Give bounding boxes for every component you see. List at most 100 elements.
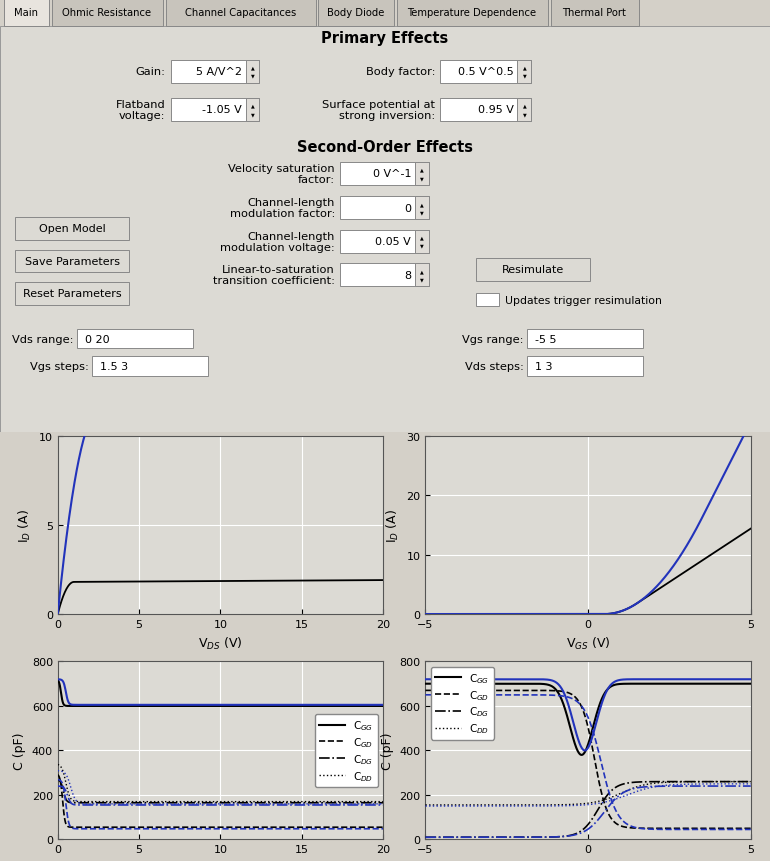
FancyBboxPatch shape (340, 197, 429, 220)
FancyBboxPatch shape (318, 0, 394, 27)
C$_{GG}$ (504, 678, 514, 689)
C$_{DD}$ (246, 796, 255, 807)
C$_{DG}$ (420, 832, 430, 842)
Text: 0 20: 0 20 (85, 334, 109, 344)
C$_{DG}$ (612, 782, 621, 792)
C$_{GG}$ (91, 701, 100, 711)
C$_{DG}$ (271, 797, 280, 808)
Text: 0.05 V: 0.05 V (376, 237, 411, 247)
C$_{GG}$ (746, 678, 755, 689)
Text: ▲: ▲ (420, 269, 424, 274)
FancyBboxPatch shape (77, 330, 192, 349)
C$_{GG}$ (299, 701, 308, 711)
FancyBboxPatch shape (92, 356, 208, 376)
C$_{DG}$ (111, 797, 120, 808)
FancyBboxPatch shape (340, 231, 429, 253)
Text: Linear-to-saturation
transition coefficient:: Linear-to-saturation transition coeffici… (213, 264, 335, 286)
C$_{GD}$ (271, 822, 280, 833)
C$_{GD}$ (420, 685, 430, 696)
X-axis label: V$_{DS}$ (V): V$_{DS}$ (V) (198, 635, 243, 651)
Legend: C$_{GG}$, C$_{GD}$, C$_{DG}$, C$_{DD}$: C$_{GG}$, C$_{GD}$, C$_{DG}$, C$_{DD}$ (430, 667, 494, 740)
C$_{DG}$ (53, 775, 62, 785)
FancyBboxPatch shape (15, 218, 129, 240)
Text: Second-Order Effects: Second-Order Effects (297, 139, 473, 154)
C$_{GD}$ (201, 822, 210, 833)
C$_{DG}$ (112, 797, 122, 808)
C$_{DD}$ (201, 796, 210, 807)
Legend: C$_{GG}$, C$_{GD}$, C$_{DG}$, C$_{DD}$: C$_{GG}$, C$_{GD}$, C$_{DG}$, C$_{DD}$ (315, 714, 378, 787)
C$_{GG}$ (613, 679, 622, 690)
FancyBboxPatch shape (517, 61, 531, 84)
Text: Ohmic Resistance: Ohmic Resistance (62, 9, 152, 18)
C$_{DD}$ (420, 800, 430, 810)
C$_{DG}$ (638, 777, 648, 787)
C$_{DD}$ (379, 796, 387, 807)
FancyBboxPatch shape (340, 163, 429, 185)
FancyBboxPatch shape (517, 99, 531, 121)
FancyBboxPatch shape (246, 99, 259, 121)
Text: Updates trigger resimulation: Updates trigger resimulation (505, 295, 662, 306)
C$_{DG}$ (478, 832, 487, 842)
Text: Thermal Port: Thermal Port (563, 9, 626, 18)
C$_{DG}$ (137, 797, 146, 808)
Y-axis label: I$_D$ (A): I$_D$ (A) (385, 508, 401, 542)
C$_{GD}$ (105, 822, 114, 833)
FancyBboxPatch shape (415, 197, 429, 220)
Text: Velocity saturation
factor:: Velocity saturation factor: (229, 164, 335, 185)
Text: -5 5: -5 5 (535, 334, 557, 344)
C$_{DG}$ (299, 797, 308, 808)
Y-axis label: C (pF): C (pF) (13, 732, 26, 770)
C$_{DG}$ (379, 797, 387, 808)
C$_{GD}$ (504, 685, 514, 696)
Text: Gain:: Gain: (136, 67, 166, 77)
X-axis label: V$_{GS}$ (V): V$_{GS}$ (V) (566, 860, 611, 861)
FancyBboxPatch shape (15, 251, 129, 273)
Text: -1.05 V: -1.05 V (202, 105, 242, 115)
FancyBboxPatch shape (52, 0, 163, 27)
Text: ▲: ▲ (420, 201, 424, 207)
Text: ▼: ▼ (523, 74, 526, 78)
FancyBboxPatch shape (415, 264, 429, 287)
Text: ▼: ▼ (420, 277, 424, 282)
C$_{GG}$ (271, 701, 280, 711)
Text: ▼: ▼ (251, 74, 254, 78)
Text: Vgs steps:: Vgs steps: (31, 362, 89, 371)
C$_{DD}$ (111, 796, 120, 807)
C$_{GG}$ (201, 701, 210, 711)
C$_{DD}$ (137, 796, 146, 807)
C$_{GG}$ (379, 701, 387, 711)
FancyBboxPatch shape (171, 61, 259, 84)
Y-axis label: C (pF): C (pF) (381, 732, 394, 770)
Line: C$_{DD}$: C$_{DD}$ (425, 782, 751, 805)
C$_{DG}$ (504, 832, 514, 842)
Text: Surface potential at
strong inversion:: Surface potential at strong inversion: (322, 99, 435, 121)
C$_{DG}$ (666, 777, 675, 787)
C$_{GG}$ (137, 701, 146, 711)
FancyBboxPatch shape (476, 259, 590, 282)
Text: Channel Capacitances: Channel Capacitances (185, 9, 296, 18)
Line: C$_{GG}$: C$_{GG}$ (425, 684, 751, 755)
C$_{DD}$ (271, 796, 280, 807)
C$_{GD}$ (53, 770, 62, 780)
Text: 0.5 V^0.5: 0.5 V^0.5 (458, 67, 514, 77)
C$_{DD}$ (568, 799, 578, 809)
FancyBboxPatch shape (440, 61, 531, 84)
C$_{DD}$ (612, 790, 621, 800)
C$_{DG}$ (746, 777, 755, 787)
Line: C$_{DD}$: C$_{DD}$ (58, 765, 383, 802)
C$_{GD}$ (478, 685, 487, 696)
Text: ▼: ▼ (420, 176, 424, 181)
Text: Channel-length
modulation factor:: Channel-length modulation factor: (229, 197, 335, 219)
FancyBboxPatch shape (171, 99, 259, 121)
Text: 0 V^-1: 0 V^-1 (373, 170, 411, 179)
Text: ▲: ▲ (523, 103, 526, 108)
FancyBboxPatch shape (527, 356, 643, 376)
FancyBboxPatch shape (415, 163, 429, 185)
C$_{GG}$ (111, 701, 120, 711)
C$_{DD}$ (666, 777, 675, 787)
Text: 5 A/V^2: 5 A/V^2 (196, 67, 242, 77)
Text: Channel-length
modulation voltage:: Channel-length modulation voltage: (220, 232, 335, 253)
Text: Temperature Dependence: Temperature Dependence (407, 9, 537, 18)
C$_{GD}$ (568, 690, 578, 700)
C$_{GG}$ (246, 701, 255, 711)
